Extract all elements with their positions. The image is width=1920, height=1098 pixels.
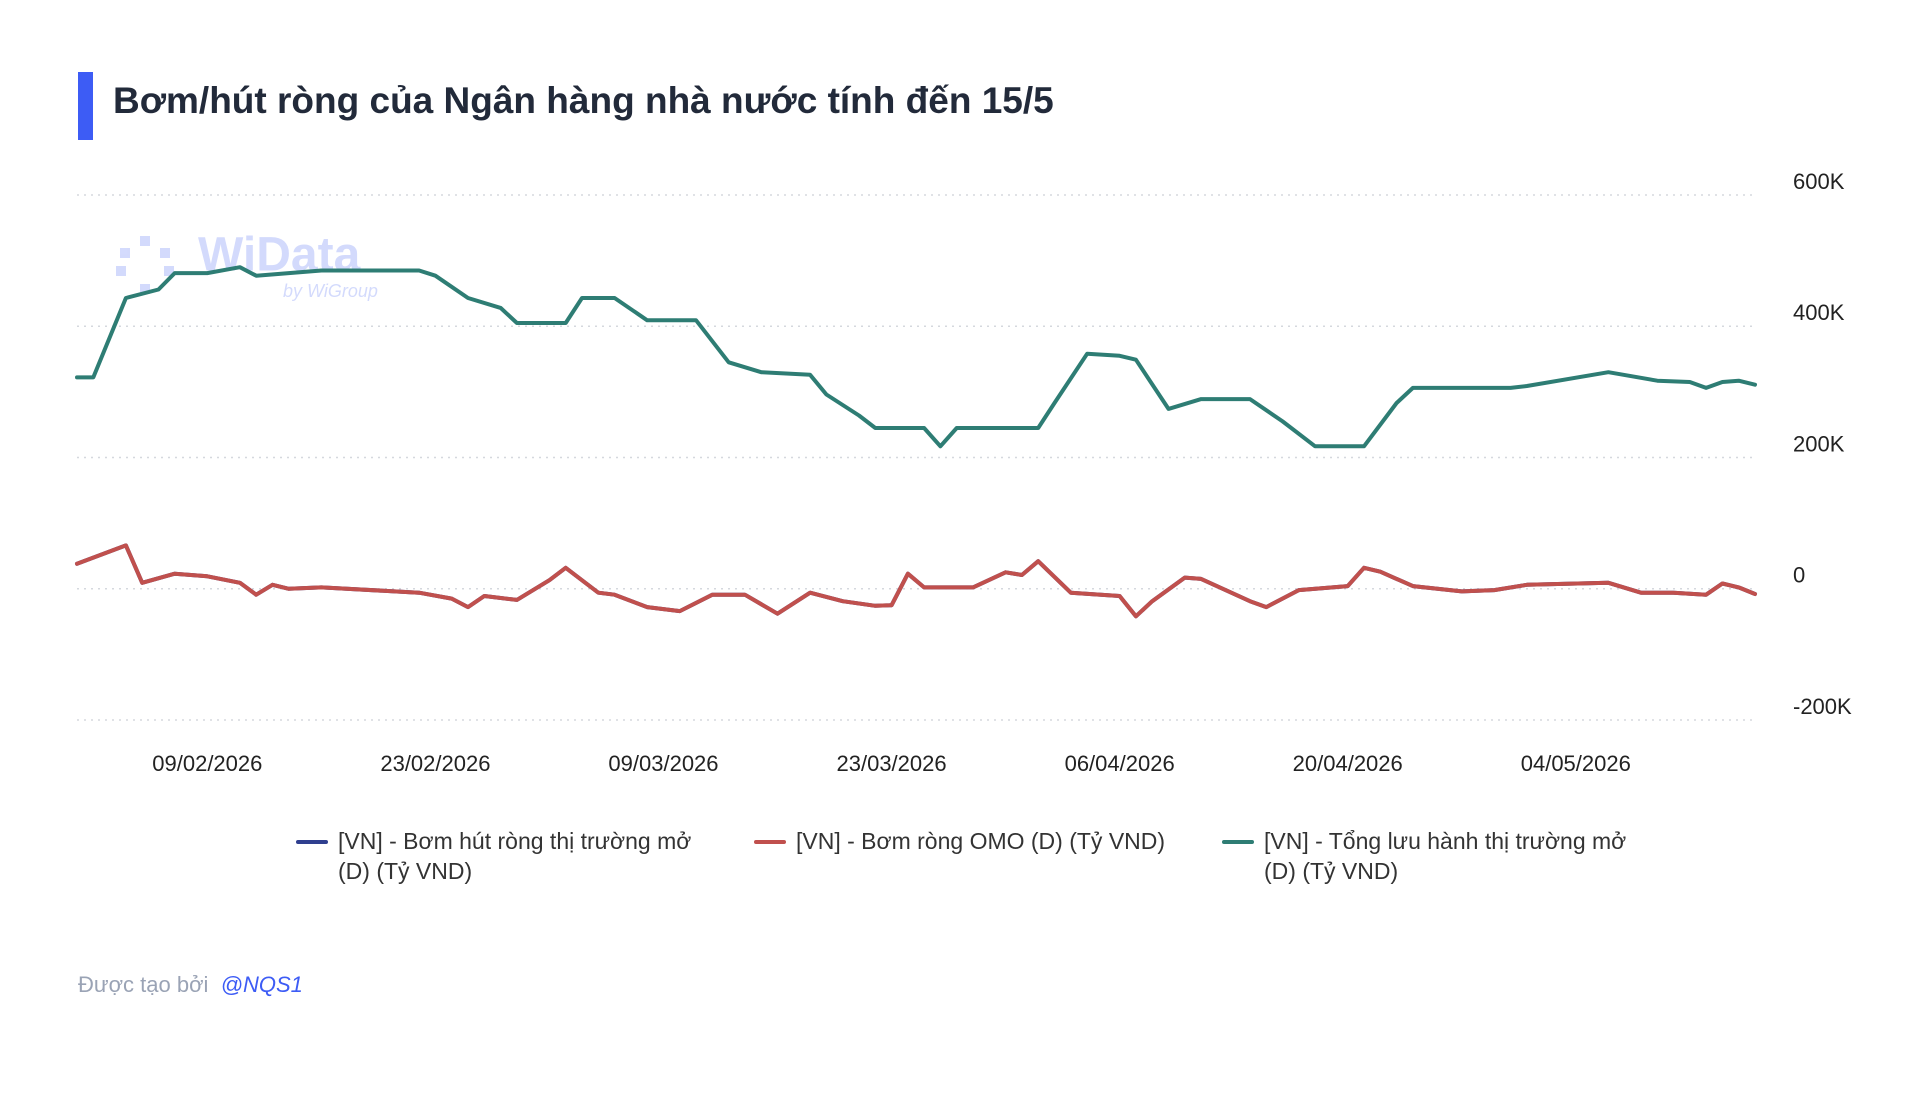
legend-item[interactable]: [VN] - Tổng lưu hành thị trường mở (D) (… bbox=[1222, 826, 1634, 886]
legend-label: [VN] - Bơm ròng OMO (D) (Tỷ VND) bbox=[796, 828, 1166, 854]
x-tick-label: 09/03/2026 bbox=[608, 751, 718, 776]
legend-swatch bbox=[296, 840, 328, 844]
legend-swatch bbox=[1222, 840, 1254, 844]
footer-author[interactable]: @NQS1 bbox=[220, 972, 303, 997]
y-tick-label: -200K bbox=[1793, 694, 1852, 719]
y-tick-label: 600K bbox=[1793, 169, 1845, 194]
legend-label: [VN] - Tổng lưu hành thị trường mở (D) (… bbox=[1264, 828, 1627, 884]
y-tick-label: 400K bbox=[1793, 300, 1845, 325]
series-line bbox=[75, 543, 1757, 619]
x-tick-label: 23/03/2026 bbox=[837, 751, 947, 776]
title-accent bbox=[78, 72, 93, 140]
x-tick-label: 20/04/2026 bbox=[1293, 751, 1403, 776]
legend-item[interactable]: [VN] - Bơm hút ròng thị trường mở (D) (T… bbox=[296, 826, 708, 886]
x-tick-label: 04/05/2026 bbox=[1521, 751, 1631, 776]
y-tick-label: 0 bbox=[1793, 563, 1805, 588]
x-tick-label: 09/02/2026 bbox=[152, 751, 262, 776]
footer-prefix: Được tạo bởi bbox=[78, 972, 209, 997]
title: Bơm/hút ròng của Ngân hàng nhà nước tính… bbox=[113, 80, 1054, 121]
watermark-sub: by WiGroup bbox=[283, 281, 378, 301]
chart: WiData by WiGroup -200K0200K400K600K09/0… bbox=[75, 169, 1852, 776]
series-line bbox=[75, 265, 1757, 449]
y-tick-label: 200K bbox=[1793, 431, 1845, 456]
x-tick-label: 06/04/2026 bbox=[1065, 751, 1175, 776]
legend-swatch bbox=[754, 840, 786, 844]
legend-item[interactable]: [VN] - Bơm ròng OMO (D) (Tỷ VND) bbox=[754, 826, 1166, 856]
watermark-icon bbox=[116, 236, 174, 294]
footer: Được tạo bởi @NQS1 bbox=[78, 972, 303, 998]
x-tick-label: 23/02/2026 bbox=[380, 751, 490, 776]
legend-label: [VN] - Bơm hút ròng thị trường mở (D) (T… bbox=[338, 828, 692, 884]
